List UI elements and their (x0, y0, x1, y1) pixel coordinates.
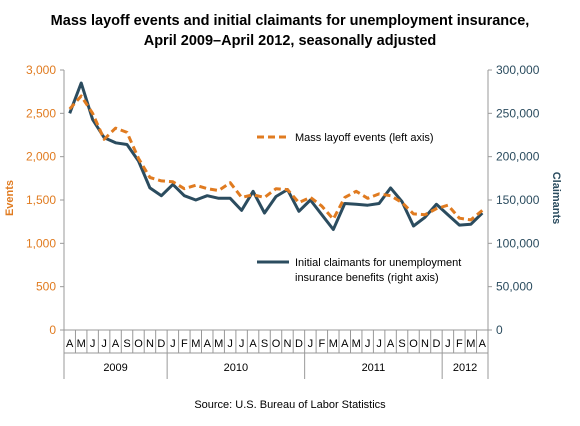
right-tick-label: 0 (496, 323, 503, 337)
category-axis: A M J J A S O N D J F M A M J J A S O N D J F M A M J J A S O N D J F M A200… (63, 330, 489, 379)
year-label: 2012 (453, 362, 477, 374)
month-label: O (409, 338, 418, 350)
year-label: 2009 (103, 362, 127, 374)
right-tick-label: 150,000 (496, 193, 540, 207)
month-label: A (479, 338, 487, 350)
month-label: A (387, 338, 395, 350)
month-label: M (191, 338, 200, 350)
month-label: M (214, 338, 223, 350)
year-label: 2011 (362, 362, 386, 374)
month-label: N (421, 338, 429, 350)
left-axis-ticks: 0 500 1,000 1,500 2,000 2,500 3,000 (26, 63, 64, 337)
month-label: M (329, 338, 338, 350)
month-label: A (112, 338, 120, 350)
month-label: J (376, 338, 382, 350)
right-axis-ticks: 0 50,000 100,000 150,000 200,000 250,000 300,0… (488, 63, 540, 337)
month-label: J (365, 338, 371, 350)
series-lines (68, 81, 484, 231)
legend-label: Initial claimants for unemployment (295, 257, 461, 269)
month-label: N (283, 338, 291, 350)
month-label: J (239, 338, 245, 350)
month-label: D (432, 338, 440, 350)
month-label: J (227, 338, 233, 350)
month-label: M (352, 338, 361, 350)
left-tick-label: 2,500 (26, 106, 56, 120)
right-axis-title: Claimants (550, 172, 562, 225)
right-tick-label: 50,000 (496, 280, 533, 294)
left-axis-title: Events (4, 180, 16, 216)
month-label: S (398, 338, 405, 350)
left-tick-label: 3,000 (26, 63, 56, 77)
month-label: O (272, 338, 281, 350)
legend: Mass layoff events (left axis) Initial cl… (257, 132, 461, 284)
month-label: J (308, 338, 314, 350)
month-label: A (66, 338, 74, 350)
legend-label: insurance benefits (right axis) (295, 272, 439, 284)
chart-title-line-2: April 2009–April 2012, seasonally adjust… (144, 33, 437, 49)
month-label: O (134, 338, 143, 350)
month-label: A (249, 338, 257, 350)
month-label: F (318, 338, 325, 350)
month-label: F (181, 338, 188, 350)
left-tick-label: 0 (49, 323, 56, 337)
chart-title-line-1: Mass layoff events and initial claimants… (51, 13, 530, 29)
legend-label: Mass layoff events (left axis) (295, 132, 434, 144)
left-tick-label: 2,000 (26, 150, 56, 164)
month-label: J (90, 338, 96, 350)
year-label: 2010 (224, 362, 248, 374)
left-tick-label: 500 (36, 280, 56, 294)
month-label: S (123, 338, 130, 350)
month-label: M (77, 338, 86, 350)
right-tick-label: 100,000 (496, 236, 540, 250)
right-tick-label: 250,000 (496, 106, 540, 120)
month-label: J (445, 338, 451, 350)
month-label: J (170, 338, 176, 350)
month-label: A (204, 338, 212, 350)
series-line-initial-claimants (68, 81, 484, 231)
series-line-mass-layoff-events (68, 94, 484, 222)
month-label: A (341, 338, 349, 350)
left-tick-label: 1,500 (26, 193, 56, 207)
month-label: D (157, 338, 165, 350)
month-label: N (146, 338, 154, 350)
month-label: F (456, 338, 463, 350)
month-label: J (101, 338, 107, 350)
source-note: Source: U.S. Bureau of Labor Statistics (194, 399, 386, 411)
month-label: D (295, 338, 303, 350)
month-label: S (261, 338, 268, 350)
right-tick-label: 200,000 (496, 150, 540, 164)
month-label: M (466, 338, 475, 350)
right-tick-label: 300,000 (496, 63, 540, 77)
left-tick-label: 1,000 (26, 236, 56, 250)
